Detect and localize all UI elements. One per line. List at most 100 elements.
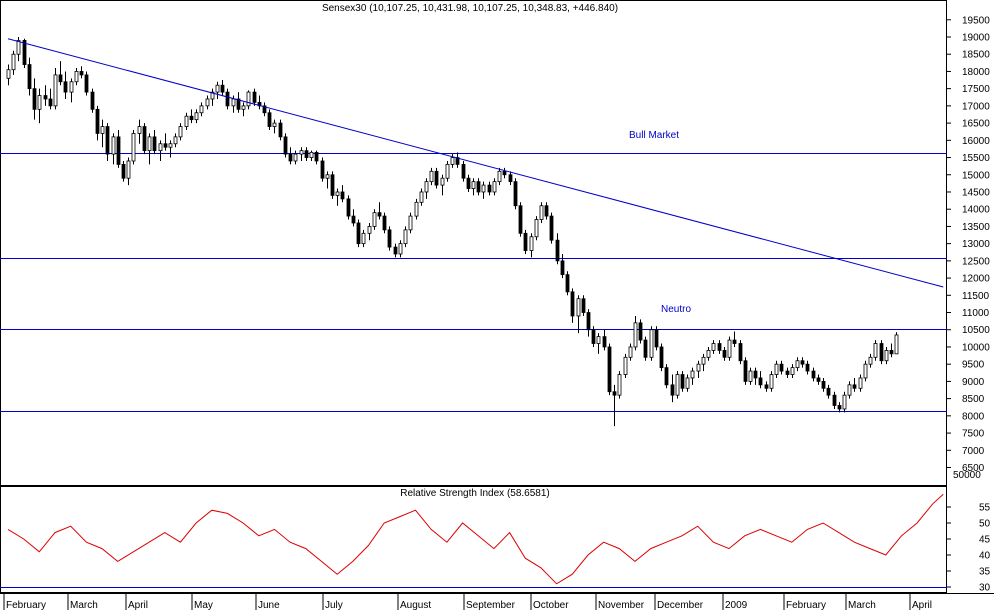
candle-down	[48, 98, 53, 107]
candle-up	[37, 95, 42, 110]
candle-down	[340, 191, 345, 200]
candle-down	[852, 384, 857, 389]
candle-down	[320, 160, 325, 179]
candle-down	[476, 181, 481, 193]
candle-up	[769, 374, 774, 389]
rsi-y-tick-label: 35	[979, 567, 991, 578]
candle-down	[832, 394, 837, 406]
candle-down	[236, 98, 241, 110]
candle-down	[560, 260, 565, 276]
candle-up	[184, 115, 189, 127]
candle-up	[414, 201, 419, 217]
candle-up	[168, 143, 173, 148]
price-panel-frame	[0, 0, 947, 486]
price-y-tick-label: 11000	[962, 308, 990, 319]
candle-up	[335, 191, 340, 196]
candle-down	[63, 81, 68, 93]
candle-down	[518, 205, 523, 234]
candle-up	[471, 181, 476, 189]
x-axis-label: May	[194, 600, 213, 610]
downtrend-line	[7, 38, 944, 288]
candle-down	[314, 151, 319, 162]
candle-up	[842, 394, 847, 410]
candle-up	[53, 74, 58, 107]
candle-up	[701, 356, 706, 365]
price-y-tick-label: 19000	[962, 33, 990, 44]
candle-down	[351, 215, 356, 224]
candle-down	[377, 212, 382, 217]
x-axis-label: 2009	[725, 600, 748, 610]
candle-down	[811, 370, 816, 379]
candle-up	[492, 181, 497, 193]
candle-up	[205, 98, 210, 107]
candle-down	[581, 298, 586, 313]
candle-up	[241, 105, 246, 110]
candle-up	[372, 212, 377, 227]
candle-down	[805, 363, 810, 372]
candle-down	[591, 329, 596, 344]
price-y-tick-label: 18000	[962, 67, 990, 78]
horizontal-levels	[0, 153, 947, 412]
candle-down	[90, 91, 95, 110]
level-annotation-label: Neutro	[661, 304, 691, 315]
candle-up	[847, 384, 852, 396]
candle-up	[795, 360, 800, 369]
candle-up	[131, 133, 136, 162]
candle-up	[727, 339, 732, 358]
candle-up	[534, 219, 539, 238]
candle-down	[753, 370, 758, 379]
candle-up	[690, 370, 695, 379]
rsi-y-tick-label: 55	[979, 503, 991, 514]
candle-up	[100, 126, 105, 134]
candle-up	[696, 363, 701, 372]
candle-up	[675, 374, 680, 396]
candle-up	[215, 84, 220, 93]
x-axis-label: February	[786, 600, 826, 610]
x-axis-label: October	[533, 600, 569, 610]
price-y-tick-label: 17500	[962, 84, 990, 95]
rsi-y-tick-label: 40	[979, 551, 991, 562]
candle-down	[837, 405, 842, 410]
x-axis-label: April	[128, 600, 148, 610]
candle-up	[69, 81, 74, 93]
candle-up	[685, 377, 690, 389]
candle-down	[565, 274, 570, 293]
candle-down	[659, 346, 664, 369]
candle-up	[711, 343, 716, 351]
x-axis-label: April	[912, 600, 932, 610]
trendline-layer	[7, 38, 944, 288]
candle-down	[513, 181, 518, 207]
price-y-tick-label: 8000	[962, 411, 985, 422]
candle-down	[816, 377, 821, 382]
price-y-tick-label: 14500	[962, 187, 990, 198]
rsi-chart-title: Relative Strength Index (58.6581)	[400, 488, 550, 499]
candle-up	[309, 151, 314, 158]
candle-up	[481, 184, 486, 193]
candle-down	[116, 136, 121, 165]
candle-down	[570, 291, 575, 317]
candle-down	[95, 108, 100, 134]
candle-down	[262, 105, 267, 114]
candle-up	[11, 53, 16, 71]
candle-up	[894, 334, 899, 355]
price-y-tick-label: 7000	[962, 446, 985, 457]
x-axis-label: November	[598, 600, 645, 610]
candle-down	[487, 184, 492, 193]
rsi-y-tick-label: 45	[979, 535, 991, 546]
candle-down	[142, 126, 147, 152]
annotation-labels: Bull Market Neutro	[629, 130, 691, 315]
candle-down	[283, 136, 288, 155]
candle-up	[440, 177, 445, 186]
candle-up	[272, 122, 277, 127]
rsi-line	[7, 493, 944, 585]
candle-up	[299, 150, 304, 155]
candle-down	[225, 91, 230, 107]
candle-down	[758, 377, 763, 386]
rsi-y-tick-label: 30	[979, 583, 991, 594]
candle-down	[670, 384, 675, 396]
candle-down	[27, 64, 32, 90]
candle-down	[779, 363, 784, 372]
candle-down	[220, 84, 225, 93]
